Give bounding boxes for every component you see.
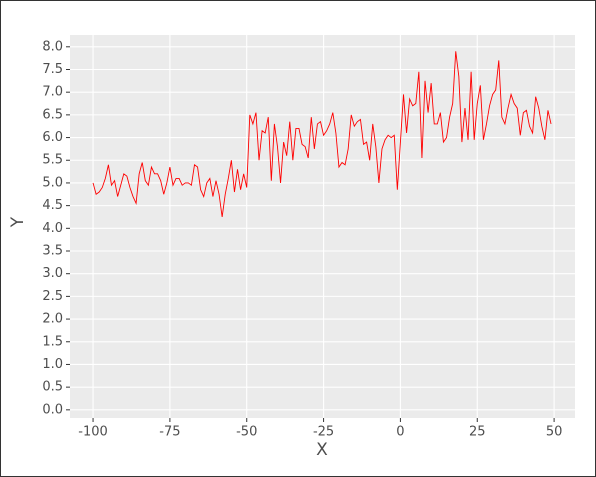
y-axis-label: Y bbox=[8, 216, 28, 228]
y-tick-label: 1.5 bbox=[42, 334, 63, 349]
y-tick-label: 7.0 bbox=[42, 85, 63, 100]
y-tick-label: 1.0 bbox=[42, 357, 63, 372]
y-tick-label: 2.5 bbox=[42, 289, 63, 304]
x-tick-label: 50 bbox=[546, 425, 563, 440]
y-tick-label: 5.5 bbox=[42, 153, 63, 168]
y-tick-label: 6.0 bbox=[42, 130, 63, 145]
y-tick-label: 8.0 bbox=[42, 39, 63, 54]
x-tick-label: -50 bbox=[236, 425, 257, 440]
y-tick-label: 4.5 bbox=[42, 198, 63, 213]
y-tick-label: 2.0 bbox=[42, 312, 63, 327]
x-tick-label: -25 bbox=[313, 425, 334, 440]
y-tick-label: 6.5 bbox=[42, 107, 63, 122]
y-tick-label: 4.0 bbox=[42, 221, 63, 236]
x-axis-label: X bbox=[316, 440, 328, 460]
panel bbox=[70, 35, 575, 418]
data-line bbox=[92, 51, 552, 218]
x-tick-label: 25 bbox=[469, 425, 486, 440]
x-tick-label: -100 bbox=[78, 425, 108, 440]
y-tick-label: 5.0 bbox=[42, 175, 63, 190]
y-tick-label: 0.0 bbox=[42, 402, 63, 417]
y-tick-label: 0.5 bbox=[42, 380, 63, 395]
y-tick-label: 3.5 bbox=[42, 244, 63, 259]
y-tick-label: 7.5 bbox=[42, 62, 63, 77]
y-tick-label: 3.0 bbox=[42, 266, 63, 281]
x-tick-label: -75 bbox=[159, 425, 180, 440]
x-tick-label: 0 bbox=[396, 425, 404, 440]
